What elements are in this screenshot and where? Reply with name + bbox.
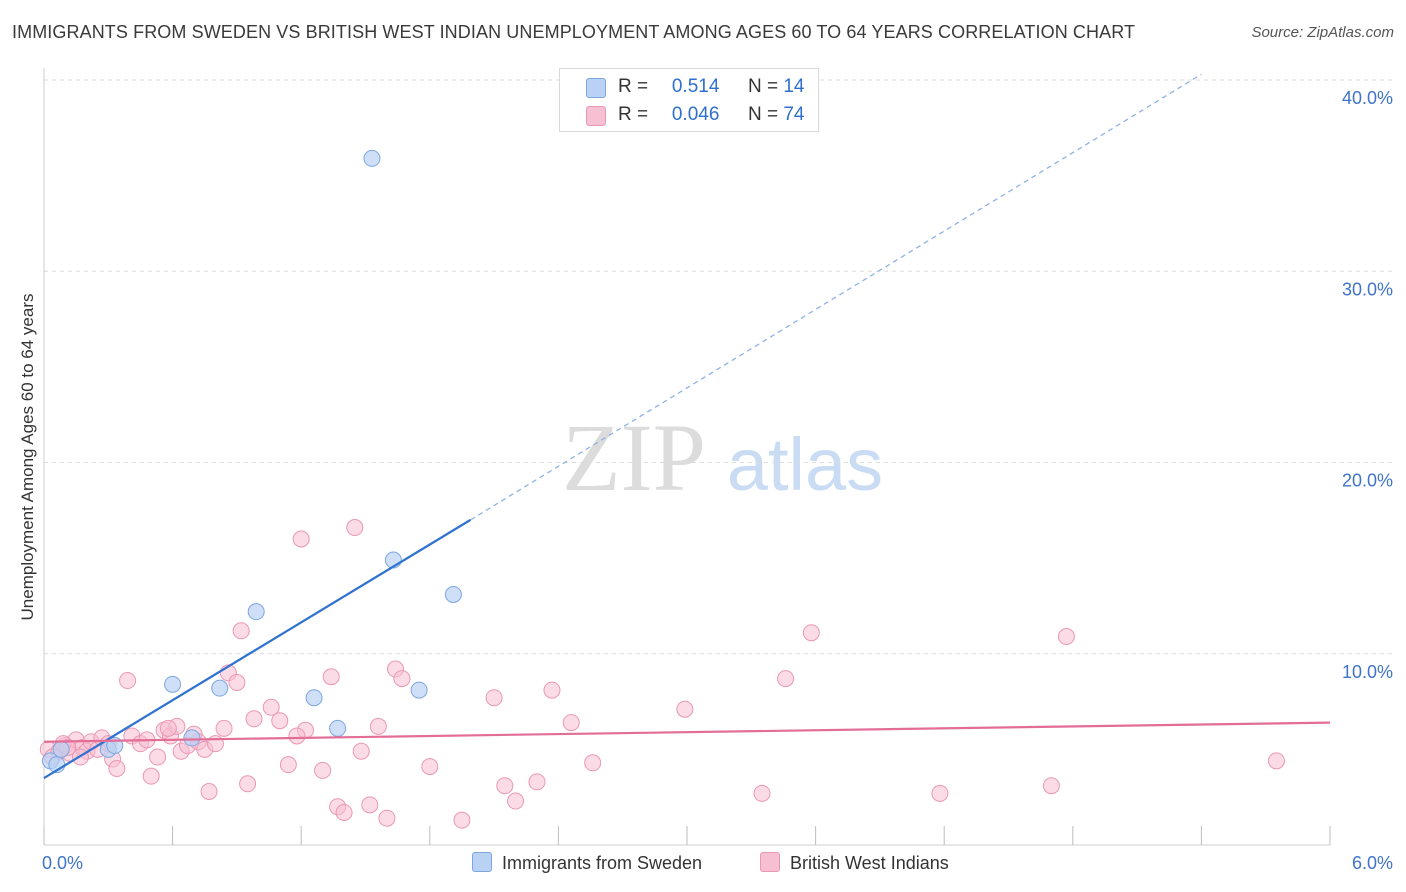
data-point-bwi	[393, 670, 411, 688]
data-point-sweden	[410, 681, 428, 699]
data-point-bwi	[507, 792, 525, 810]
legend-n-value: 14	[783, 76, 805, 97]
data-point-bwi	[292, 530, 310, 548]
data-point-bwi	[142, 767, 160, 785]
data-point-bwi	[676, 700, 694, 718]
data-point-bwi	[322, 668, 340, 686]
data-point-bwi	[200, 782, 218, 800]
data-point-bwi	[232, 622, 250, 640]
y-tick-label: 10.0%	[1342, 662, 1393, 682]
data-point-bwi	[288, 727, 306, 745]
grid-lines	[44, 79, 1392, 655]
bottom-legend-label: Immigrants from Sweden	[502, 853, 703, 873]
data-point-bwi	[421, 758, 439, 776]
axes	[43, 68, 1331, 846]
data-point-sweden	[52, 740, 70, 758]
data-point-bwi	[562, 714, 580, 732]
data-point-bwi	[119, 672, 137, 690]
watermark-atlas: atlas	[727, 423, 883, 506]
data-point-bwi	[352, 742, 370, 760]
data-point-sweden	[305, 689, 323, 707]
legend-swatch-pink	[586, 106, 606, 126]
bottom-legend-swatch-blue	[472, 852, 492, 872]
data-point-bwi	[1267, 752, 1285, 770]
data-point-sweden	[444, 585, 462, 603]
data-point-bwi	[314, 761, 332, 779]
data-point-bwi	[239, 775, 257, 793]
correlation-legend: R = 0.514 N = 14 R = 0.046 N = 74	[559, 68, 819, 132]
data-point-bwi	[346, 519, 364, 537]
data-point-sweden	[211, 679, 229, 697]
y-tick-label: 40.0%	[1342, 88, 1393, 108]
legend-n-value: 74	[783, 104, 805, 125]
legend-r-label: R =	[618, 76, 649, 97]
legend-n-label: N =	[747, 76, 779, 97]
data-point-bwi	[584, 754, 602, 772]
data-point-bwi	[931, 784, 949, 802]
bottom-legend-swatch-pink	[760, 852, 780, 872]
watermark: ZIP atlas	[562, 404, 883, 511]
tick-labels: 10.0% 20.0% 30.0% 40.0% 0.0% 6.0%	[42, 88, 1393, 873]
trend-line-sweden-extension	[470, 73, 1202, 521]
y-tick-label: 30.0%	[1342, 279, 1393, 299]
data-point-bwi	[802, 624, 820, 642]
trend-line-sweden	[43, 518, 472, 780]
data-point-bwi	[543, 681, 561, 699]
trend-lines	[43, 73, 1331, 780]
data-point-bwi	[279, 756, 297, 774]
data-point-bwi	[753, 784, 771, 802]
data-point-bwi	[228, 673, 246, 691]
y-tick-label: 20.0%	[1342, 471, 1393, 491]
data-point-bwi	[1057, 628, 1075, 646]
data-point-bwi	[245, 710, 263, 728]
data-point-bwi	[108, 760, 126, 777]
data-point-bwi	[777, 670, 795, 688]
british-west-indians-points	[39, 519, 1285, 829]
legend-r-value: 0.514	[671, 76, 720, 97]
data-point-bwi	[335, 803, 353, 821]
legend-r-label: R =	[618, 104, 649, 125]
data-point-bwi	[159, 719, 177, 737]
chart-title: IMMIGRANTS FROM SWEDEN VS BRITISH WEST I…	[12, 22, 1136, 42]
x-tick-label-min: 0.0%	[42, 853, 83, 873]
data-point-sweden	[183, 729, 201, 747]
trend-line-bwi	[43, 721, 1331, 743]
legend-swatch-blue	[586, 78, 606, 98]
data-point-bwi	[496, 777, 514, 795]
sweden-points	[41, 149, 462, 774]
source-credit: Source: ZipAtlas.com	[1251, 24, 1394, 41]
x-tick-label-max: 6.0%	[1352, 853, 1393, 873]
data-point-bwi	[369, 717, 387, 735]
data-point-sweden	[164, 675, 182, 693]
data-point-bwi	[149, 748, 167, 766]
watermark-zip: ZIP	[562, 404, 706, 511]
data-point-bwi	[361, 796, 379, 814]
data-point-sweden	[363, 149, 381, 167]
legend-r-value: 0.046	[671, 104, 720, 125]
data-point-bwi	[485, 689, 503, 707]
data-point-bwi	[215, 719, 233, 737]
data-point-bwi	[528, 773, 546, 791]
legend-n-label: N =	[747, 104, 779, 125]
data-point-bwi	[262, 698, 280, 716]
data-point-sweden	[247, 603, 265, 621]
data-point-bwi	[453, 811, 471, 829]
bottom-legend-sweden: Immigrants from Sweden	[472, 852, 702, 874]
bottom-legend-label: British West Indians	[790, 853, 949, 873]
data-point-bwi	[378, 809, 396, 827]
data-point-bwi	[1042, 777, 1060, 795]
bottom-legend-bwi: British West Indians	[760, 852, 949, 874]
data-point-bwi	[271, 712, 289, 730]
data-point-sweden	[329, 719, 347, 737]
